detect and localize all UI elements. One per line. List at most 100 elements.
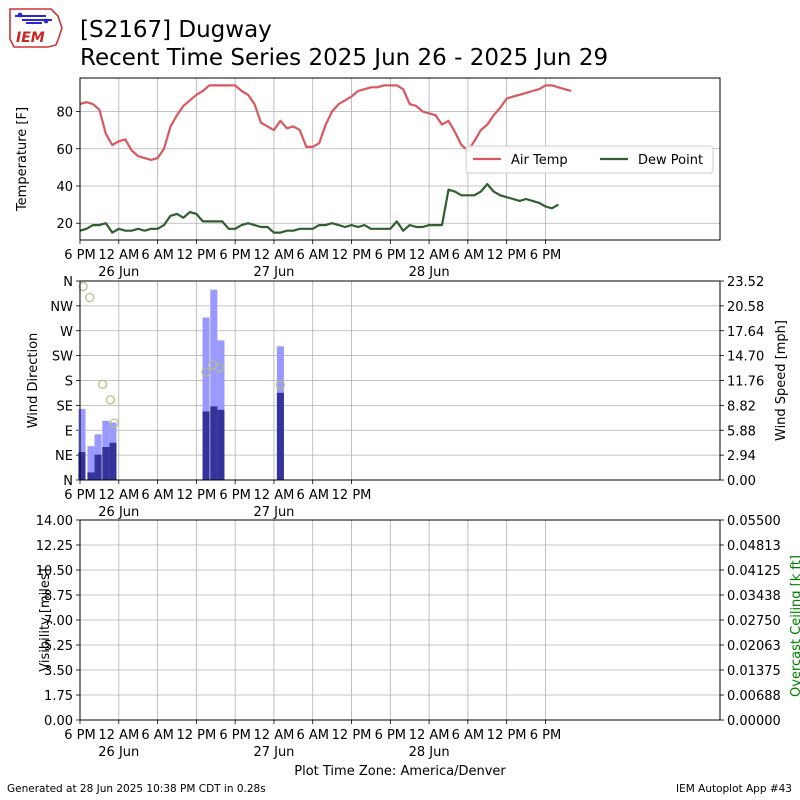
wind-dir-tick-label: N [63, 474, 73, 489]
temp-ytick-label: 80 [56, 106, 73, 121]
temp-ytick-label: 40 [56, 180, 73, 195]
temp-xtick-label: 6 PM [219, 248, 250, 263]
ceiling-tick-label: 0.03438 [727, 589, 781, 604]
wind-speed-tick-label: 20.58 [727, 300, 764, 315]
vis-plot-frame [79, 519, 721, 721]
wind-speed-bar [202, 411, 210, 480]
ceiling-tick-label: 0.02063 [727, 639, 781, 654]
vis-xtick-label: 6 PM [530, 728, 561, 743]
vis-xtick-label: 6 PM [375, 728, 406, 743]
wind-dir-tick-label: NE [55, 449, 73, 464]
wind-xtick-label: 12 PM [176, 488, 216, 503]
wind-gust-bar [210, 289, 218, 480]
vis-tick-label: 3.50 [44, 664, 73, 679]
wind-gust-bar [87, 446, 95, 480]
temp-plot-frame [79, 77, 721, 241]
wind-direction-marker [105, 395, 115, 405]
vis-tick-label: 0.00 [44, 714, 73, 729]
wind-speed-bar [109, 442, 117, 480]
wind-speed-bar [87, 472, 95, 480]
vis-xtick-label: 6 AM [452, 728, 485, 743]
wind-direction-marker [109, 418, 119, 428]
vis-tick-label: 8.75 [44, 589, 73, 604]
svg-text:IEM: IEM [16, 30, 45, 46]
ceiling-tick-label: 0.00688 [727, 689, 781, 704]
vis-xtick-label: 6 PM [64, 728, 95, 743]
wind-xtick-label: 12 AM [254, 488, 295, 503]
wind-speed-bar [102, 447, 110, 480]
wind-speed-bar [94, 454, 102, 480]
wind-dir-tick-label: W [60, 325, 73, 340]
temp-xtick-label: 6 PM [375, 248, 406, 263]
vis-xtick-label: 12 PM [176, 728, 216, 743]
chart-title-range: Recent Time Series 2025 Jun 26 - 2025 Ju… [80, 45, 609, 71]
temp-xtick-label: 6 AM [296, 248, 329, 263]
wind-plot-frame [79, 280, 721, 481]
vis-tick-label: 1.75 [44, 689, 73, 704]
wind-speed-tick-label: 17.64 [727, 325, 764, 340]
wind-xtick-label: 6 PM [219, 488, 250, 503]
vis-xtick-label: 12 AM [98, 728, 139, 743]
wind-direction-marker [78, 281, 88, 292]
wind-speed-ylabel: Wind Speed [mph] [774, 320, 789, 441]
wind-direction-marker [201, 367, 211, 377]
temp-legend [465, 145, 714, 174]
temp-xtick-label: 12 AM [98, 248, 139, 263]
wind-speed-bar [276, 392, 284, 480]
wind-xtick-label: 6 PM [64, 488, 95, 503]
temp-xtick-label: 6 AM [141, 248, 174, 263]
vis-date-label: 27 Jun [253, 745, 294, 760]
wind-direction-marker [98, 379, 108, 389]
legend-air-temp-label: Air Temp [511, 153, 568, 168]
vis-xtick-label: 12 AM [409, 728, 450, 743]
temp-xtick-label: 12 PM [487, 248, 527, 263]
wind-xtick-label: 6 AM [296, 488, 329, 503]
wind-xtick-label: 12 PM [332, 488, 372, 503]
wind-xtick-label: 12 AM [98, 488, 139, 503]
vis-tick-label: 7.00 [44, 614, 73, 629]
wind-direction-marker [214, 363, 224, 373]
vis-tick-label: 5.25 [44, 639, 73, 654]
vis-xtick-label: 6 AM [141, 728, 174, 743]
temp-date-label: 28 Jun [409, 265, 450, 280]
wind-gust-bar [78, 408, 86, 480]
wind-speed-bar [210, 406, 218, 480]
wind-dir-tick-label: N [63, 275, 73, 290]
wind-speed-tick-label: 14.70 [727, 350, 764, 365]
wind-date-label: 27 Jun [253, 505, 294, 520]
vis-xtick-label: 6 PM [219, 728, 250, 743]
wind-speed-tick-label: 11.76 [727, 375, 764, 390]
vis-tick-label: 10.50 [36, 564, 73, 579]
wind-dir-tick-label: NW [50, 300, 73, 315]
temp-ytick-label: 60 [56, 143, 73, 158]
iem-logo: IEM [9, 8, 63, 48]
wind-date-label: 26 Jun [98, 505, 139, 520]
temp-xtick-label: 12 PM [176, 248, 216, 263]
vis-xtick-label: 12 AM [254, 728, 295, 743]
temp-date-label: 26 Jun [98, 265, 139, 280]
chart-title-station: [S2167] Dugway [80, 17, 272, 43]
air-temp-line [79, 84, 572, 161]
ceiling-tick-label: 0.00000 [727, 714, 781, 729]
ceiling-ylabel: Overcast Ceiling [k ft] [789, 555, 800, 697]
wind-dir-tick-label: E [65, 424, 73, 439]
wind-dir-tick-label: SE [57, 399, 73, 414]
wind-direction-ylabel: Wind Direction [26, 333, 41, 429]
wind-xtick-label: 6 AM [141, 488, 174, 503]
temp-xtick-label: 12 AM [254, 248, 295, 263]
wind-speed-tick-label: 2.94 [727, 449, 756, 464]
vis-tick-label: 14.00 [36, 514, 73, 529]
temp-xtick-label: 12 AM [409, 248, 450, 263]
wind-speed-bar [217, 409, 225, 480]
ceiling-tick-label: 0.04125 [727, 564, 781, 579]
timezone-label: Plot Time Zone: America/Denver [294, 764, 506, 779]
wind-speed-tick-label: 0.00 [727, 474, 756, 489]
temp-ytick-label: 20 [56, 217, 73, 232]
visibility-ylabel: Visibility [miles] [38, 568, 53, 671]
wind-direction-marker [275, 380, 286, 390]
temp-xtick-label: 12 PM [332, 248, 372, 263]
vis-tick-label: 12.25 [36, 539, 73, 554]
legend-dew-point-label: Dew Point [638, 153, 703, 168]
wind-gust-bar [202, 317, 210, 480]
